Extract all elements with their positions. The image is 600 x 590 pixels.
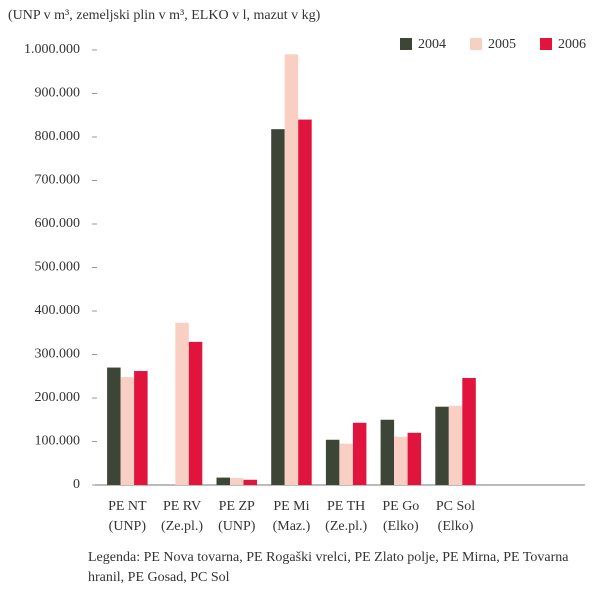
- legend-label: 2006: [558, 37, 586, 52]
- legend-swatch: [400, 38, 412, 50]
- y-tick-label: 300.000: [35, 347, 81, 362]
- legend-label: 2005: [488, 37, 516, 52]
- bar: [134, 371, 148, 485]
- x-tick-label: (Ze.pl.): [161, 519, 203, 534]
- x-tick-label: (Maz.): [273, 519, 311, 534]
- legend-swatch: [540, 38, 552, 50]
- bar: [284, 54, 299, 485]
- x-tick-label: (UNP): [109, 519, 147, 534]
- bar: [448, 405, 463, 485]
- x-tick-label: PE ZP: [219, 499, 255, 514]
- bar: [435, 406, 449, 485]
- y-tick-label: 200.000: [35, 390, 81, 405]
- y-tick-label: 500.000: [35, 260, 81, 275]
- x-tick-label: (Elko): [438, 519, 474, 534]
- bar: [107, 367, 121, 485]
- chart-title: (UNP v m³, zemeljski plin v m³, ELKO v l…: [8, 8, 321, 23]
- y-tick-label: 100.000: [35, 434, 81, 449]
- bar: [298, 119, 312, 485]
- x-tick-label: PE Mi: [273, 499, 309, 514]
- bar: [243, 479, 257, 485]
- bar: [380, 419, 395, 485]
- bar: [339, 443, 353, 485]
- x-tick-label: PE Go: [382, 499, 419, 514]
- bar: [230, 478, 244, 485]
- x-tick-label: PC Sol: [436, 499, 475, 514]
- bar: [175, 322, 189, 485]
- bar: [216, 477, 230, 485]
- x-tick-label: (Ze.pl.): [325, 519, 367, 534]
- y-tick-label: 700.000: [35, 173, 81, 188]
- y-tick-label: 800.000: [35, 129, 81, 144]
- y-tick-label: 900.000: [35, 86, 81, 101]
- x-tick-label: PE NT: [108, 499, 147, 514]
- legend-swatch: [470, 38, 482, 50]
- bar: [325, 439, 340, 485]
- y-tick-label: 0: [73, 477, 80, 492]
- bar: [120, 377, 135, 485]
- legend-label: 2004: [418, 37, 446, 52]
- y-tick-label: 1.000.000: [24, 42, 80, 57]
- legend-note: Legenda: PE Nova tovarna, PE Rogaški vre…: [88, 550, 569, 585]
- x-tick-label: (UNP): [218, 519, 256, 534]
- bar: [407, 432, 422, 485]
- x-tick-label: (Elko): [383, 519, 419, 534]
- bar: [188, 341, 203, 485]
- x-tick-label: PE RV: [163, 499, 201, 514]
- bar: [394, 436, 408, 485]
- bar: [352, 422, 367, 485]
- bar: [271, 129, 285, 486]
- y-tick-label: 400.000: [35, 303, 81, 318]
- bar: [462, 377, 476, 485]
- y-tick-label: 600.000: [35, 216, 81, 231]
- x-tick-label: PE TH: [327, 499, 365, 514]
- chart: (UNP v m³, zemeljski plin v m³, ELKO v l…: [8, 8, 586, 534]
